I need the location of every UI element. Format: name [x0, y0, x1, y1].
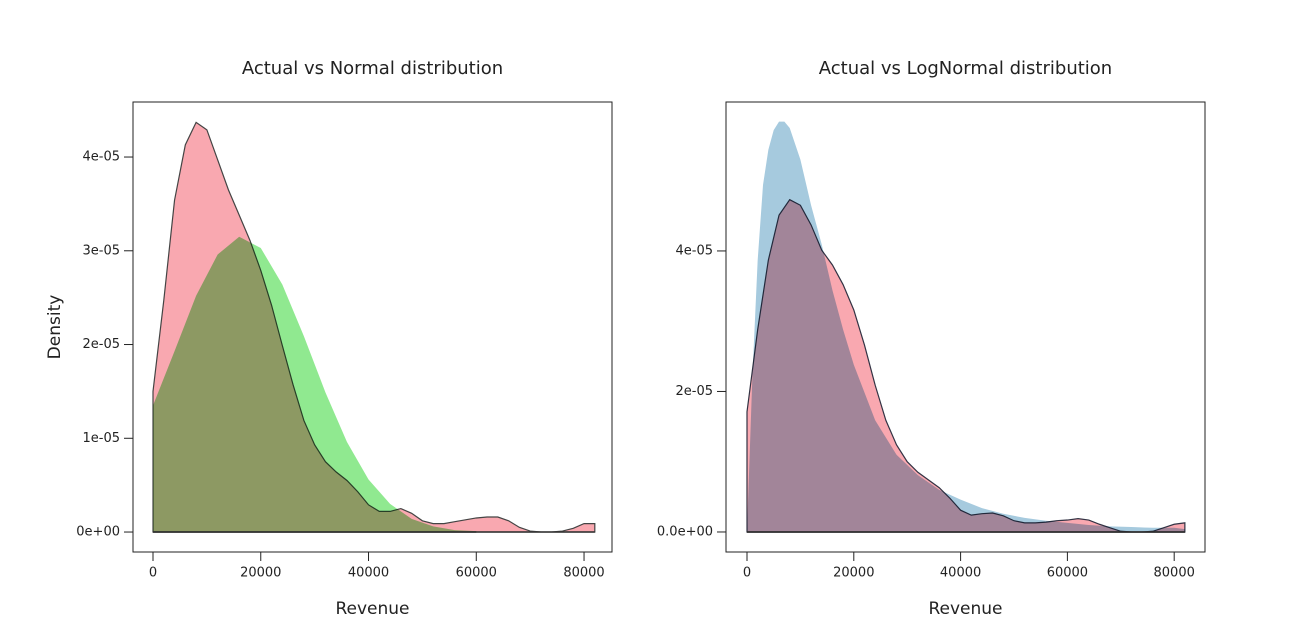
- plot-area: [152, 121, 596, 533]
- x-axis-label: Revenue: [335, 599, 409, 619]
- x-tick-label: 60000: [1047, 566, 1088, 581]
- x-tick-label: 20000: [833, 566, 874, 581]
- y-tick-label: 0.0e+00: [657, 524, 713, 539]
- x-tick-label: 60000: [456, 566, 497, 581]
- y-tick-label: 3e-05: [82, 243, 120, 258]
- y-tick-label: 2e-05: [82, 337, 120, 352]
- plot-area: [746, 121, 1186, 533]
- density-area: [153, 236, 477, 533]
- y-tick-label: 4e-05: [675, 243, 713, 258]
- x-tick-label: 0: [743, 566, 751, 581]
- x-tick-label: 40000: [940, 566, 981, 581]
- x-axis-label: Revenue: [928, 599, 1002, 619]
- x-tick-label: 40000: [348, 566, 389, 581]
- chart-title: Actual vs Normal distribution: [242, 58, 503, 79]
- x-tick-label: 80000: [1154, 566, 1195, 581]
- y-tick-label: 2e-05: [675, 384, 713, 399]
- y-tick-label: 1e-05: [82, 431, 120, 446]
- density-area: [746, 198, 1186, 533]
- x-tick-label: 0: [149, 566, 157, 581]
- y-tick-label: 0e+00: [76, 525, 120, 540]
- x-tick-label: 20000: [240, 566, 281, 581]
- y-tick-label: 4e-05: [82, 150, 120, 165]
- x-tick-label: 80000: [563, 566, 604, 581]
- y-axis-label: Density: [45, 295, 65, 360]
- plot-frame: [132, 101, 613, 553]
- chart-title: Actual vs LogNormal distribution: [819, 58, 1112, 79]
- plot-frame: [725, 101, 1206, 553]
